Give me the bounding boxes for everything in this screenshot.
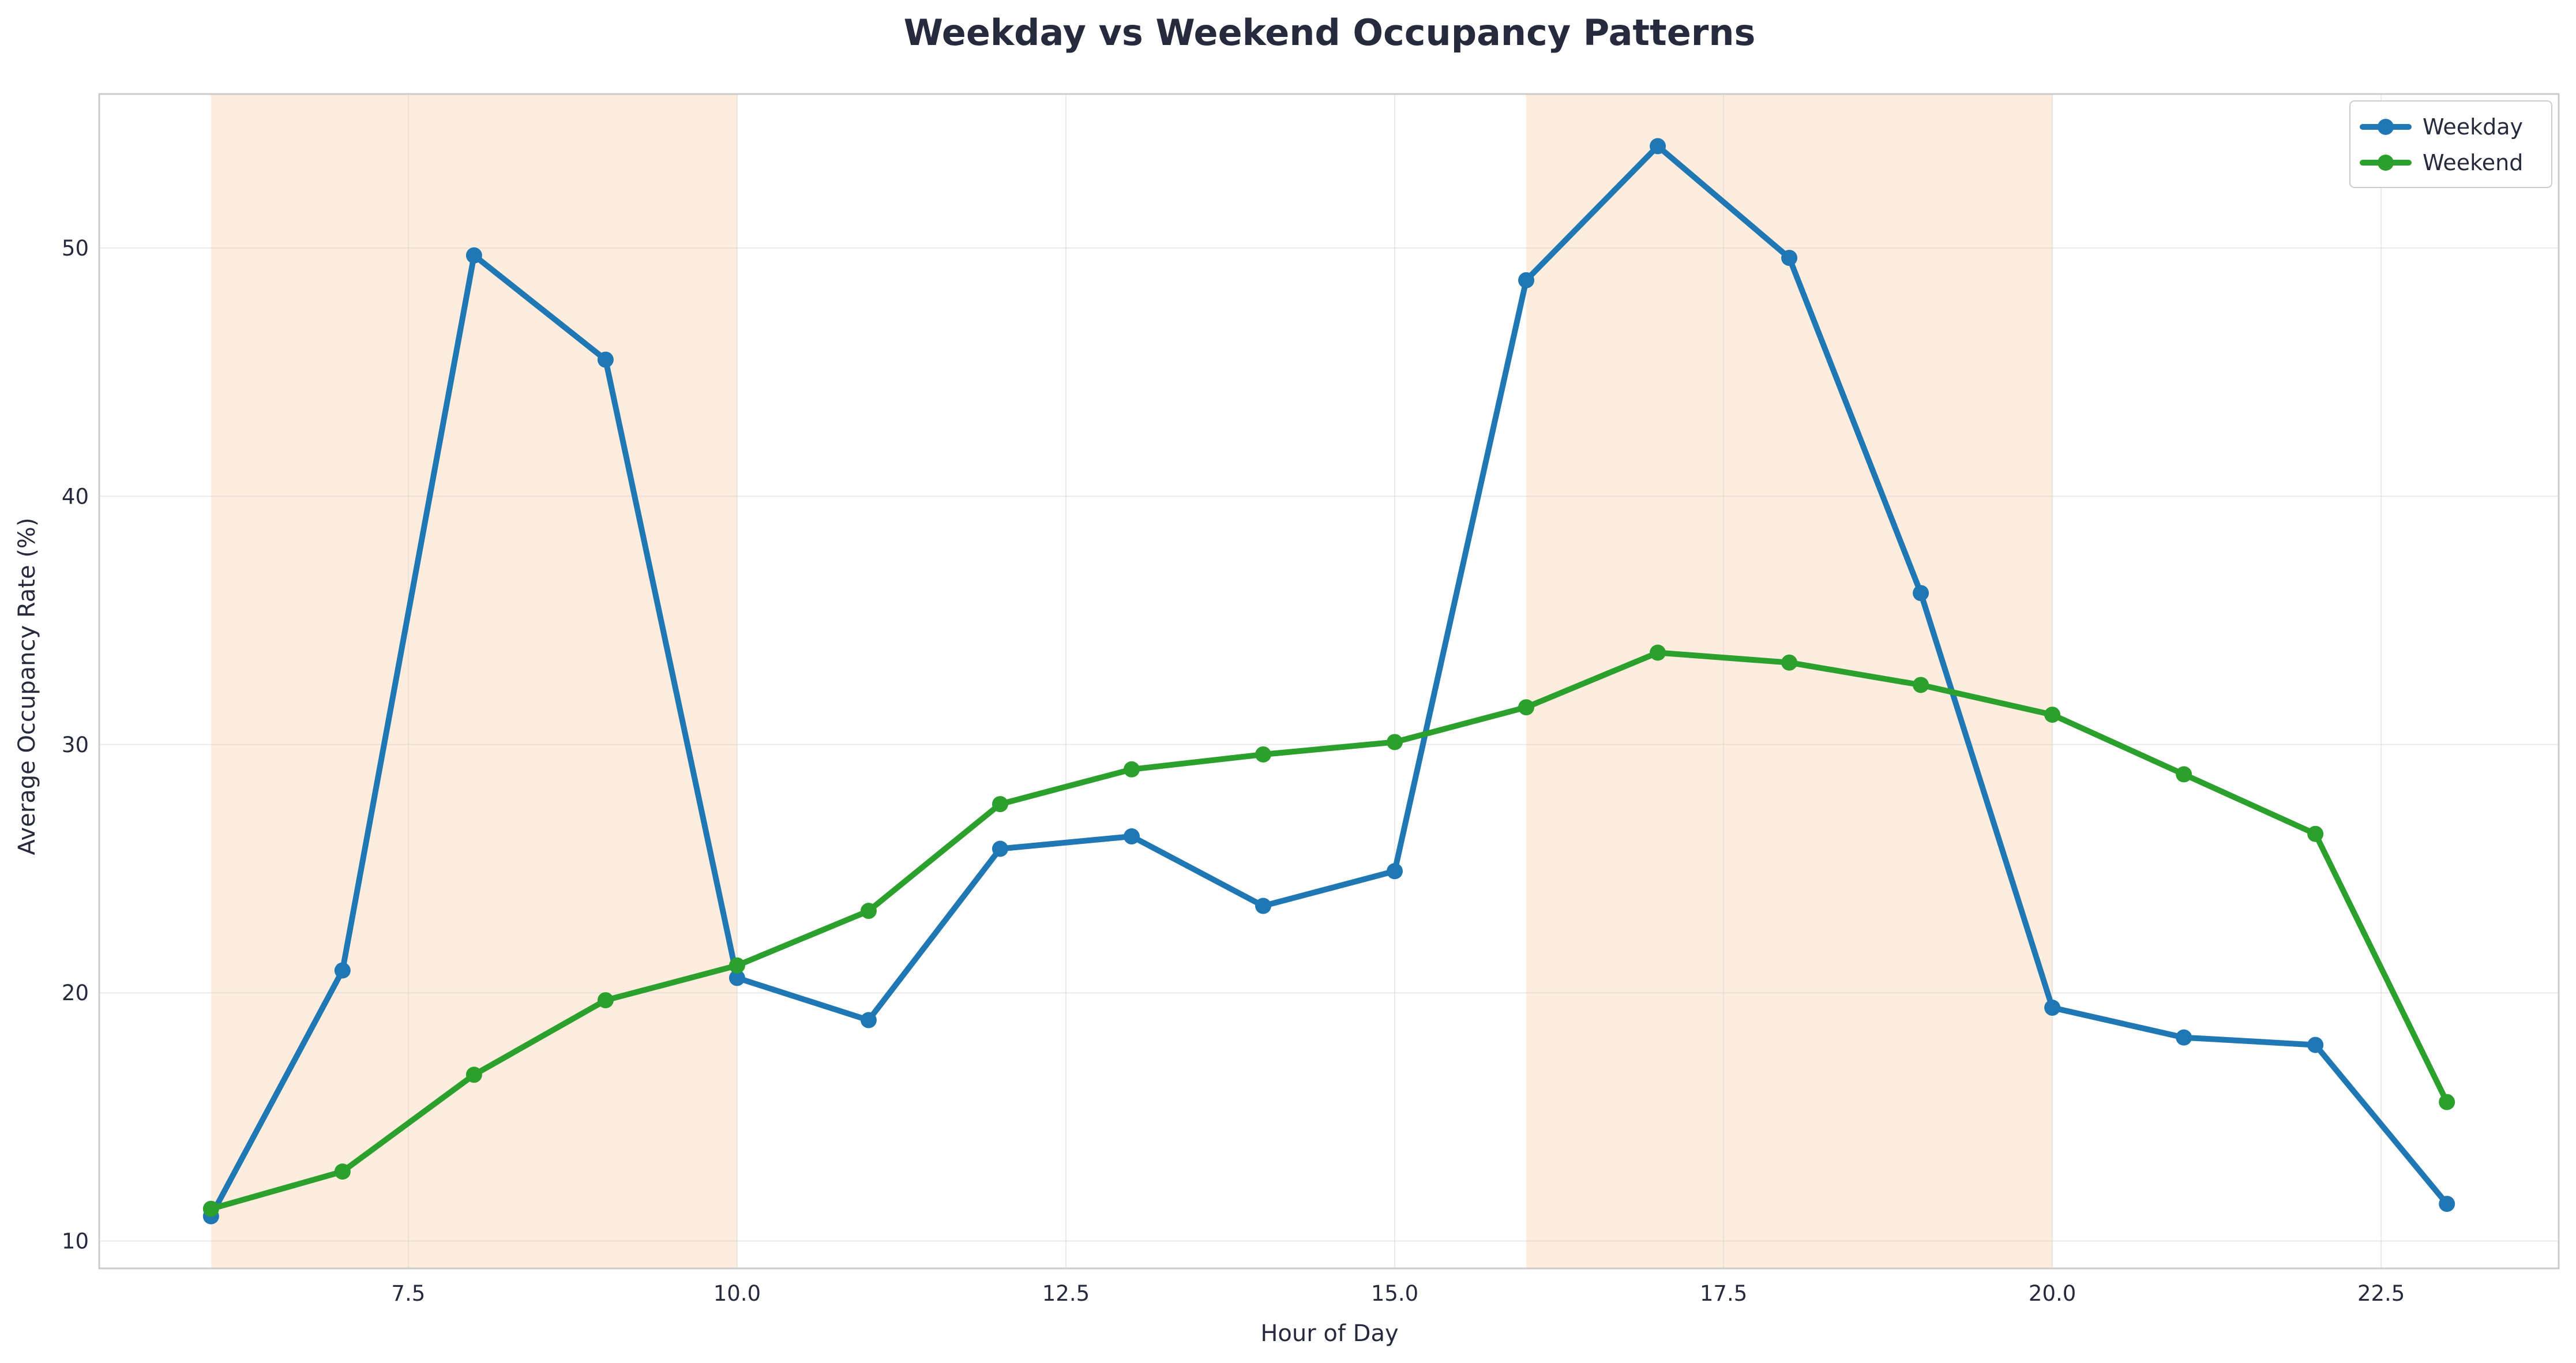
weekday-line [208, 143, 2450, 1219]
weekend-point [334, 1163, 351, 1180]
weekend-point [860, 903, 877, 919]
y-tick-label: 20 [62, 981, 89, 1005]
weekend-point [1123, 761, 1140, 778]
weekday-point [2176, 1029, 2192, 1046]
weekend-point [2176, 766, 2192, 783]
weekday-point [2307, 1037, 2324, 1053]
weekend-point [2044, 707, 2061, 723]
y-tick-label: 50 [62, 236, 89, 261]
x-tick-label: 12.5 [1042, 1281, 1090, 1306]
weekday-point [1913, 585, 1929, 602]
legend-weekend-label: Weekend [2423, 150, 2523, 175]
weekend-line [208, 649, 2450, 1212]
weekday-point [729, 970, 745, 986]
legend-weekday-label: Weekday [2423, 114, 2523, 140]
shaded-region-2 [1526, 94, 2053, 1268]
y-tick-label: 30 [62, 733, 89, 757]
legend-weekday-swatch-marker [2378, 119, 2394, 135]
x-tick-label: 7.5 [391, 1281, 425, 1306]
weekday-point [1387, 863, 1403, 880]
weekend-point [992, 796, 1008, 813]
x-tick-label: 22.5 [2357, 1281, 2405, 1306]
weekday-point [597, 351, 614, 368]
weekday-point [465, 247, 482, 264]
x-tick-label: 10.0 [714, 1281, 761, 1306]
x-axis-label: Hour of Day [1260, 1320, 1398, 1347]
weekend-point [2307, 825, 2324, 842]
weekend-point [465, 1067, 482, 1083]
y-axis-label: Average Occupancy Rate (%) [14, 517, 40, 855]
weekend-point [1518, 699, 1535, 716]
weekend-point [597, 992, 614, 1009]
weekend-point [1781, 654, 1798, 671]
weekday-point [1123, 828, 1140, 845]
weekend-point [202, 1200, 219, 1217]
weekday-point [1255, 898, 1271, 914]
weekday-point [2439, 1196, 2455, 1212]
weekend-point [2439, 1094, 2455, 1110]
weekend-point [729, 957, 745, 974]
weekend-point [1650, 644, 1666, 661]
weekday-point [1650, 138, 1666, 155]
weekend-point [1387, 734, 1403, 750]
legend: Weekday Weekend [2349, 100, 2552, 188]
weekend-point [1255, 746, 1271, 763]
weekend-point [1913, 677, 1929, 693]
y-tick-label: 10 [62, 1229, 89, 1254]
legend-weekend-swatch-marker [2378, 155, 2394, 171]
plot-frame [98, 93, 2560, 1270]
weekday-point [992, 840, 1008, 857]
x-tick-label: 17.5 [1700, 1281, 1747, 1306]
legend-box [2349, 100, 2552, 188]
x-tick-label: 15.0 [1371, 1281, 1418, 1306]
weekday-point [334, 962, 351, 979]
chart-title: Weekday vs Weekend Occupancy Patterns [904, 12, 1756, 54]
plot-area: 7.5 10.0 12.5 15.0 17.5 20.0 22.5 10 20 30 40 50 [62, 93, 2560, 1306]
y-tick-label: 40 [62, 484, 89, 509]
weekday-point [1781, 250, 1798, 266]
weekday-point [2044, 1000, 2061, 1016]
weekday-point [1518, 272, 1535, 288]
weekday-point [860, 1012, 877, 1028]
x-tick-label: 20.0 [2029, 1281, 2076, 1306]
